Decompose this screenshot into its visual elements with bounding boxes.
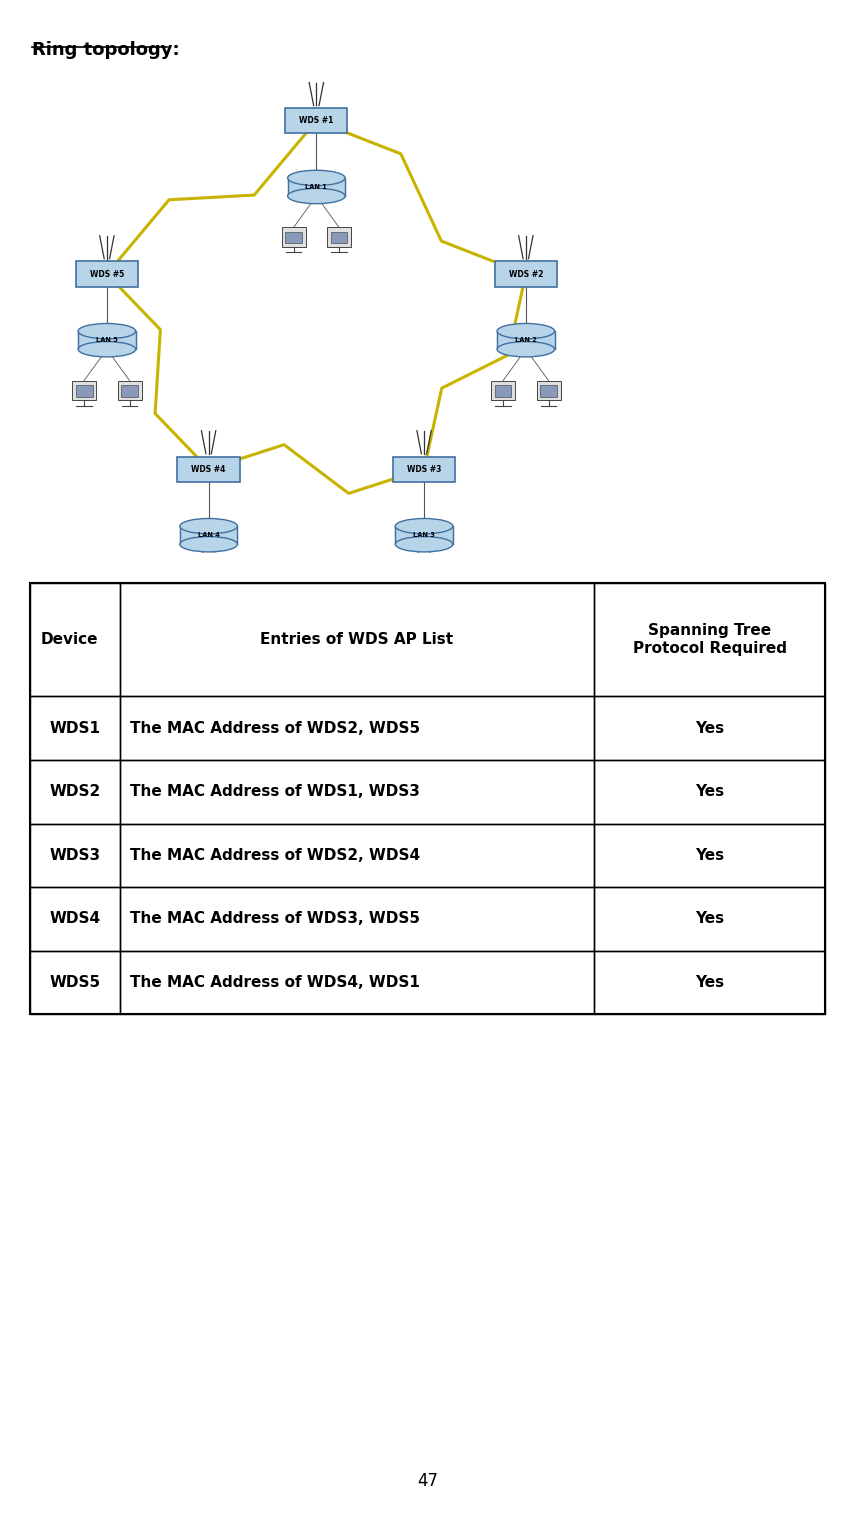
Text: WDS1: WDS1 xyxy=(50,721,100,736)
Text: Ring topology:: Ring topology: xyxy=(32,41,180,59)
Text: The MAC Address of WDS2, WDS5: The MAC Address of WDS2, WDS5 xyxy=(130,721,420,736)
Bar xyxy=(393,580,410,592)
Bar xyxy=(540,385,557,397)
Bar xyxy=(594,696,825,760)
Bar xyxy=(174,575,198,595)
Ellipse shape xyxy=(287,188,345,204)
Ellipse shape xyxy=(180,536,238,553)
Bar xyxy=(327,227,351,247)
Text: WDS2: WDS2 xyxy=(50,784,100,799)
Bar xyxy=(537,380,561,400)
Bar xyxy=(30,951,120,1014)
Bar xyxy=(120,583,594,696)
Bar xyxy=(439,580,455,592)
Text: The MAC Address of WDS4, WDS1: The MAC Address of WDS4, WDS1 xyxy=(130,975,420,990)
Bar xyxy=(120,760,594,824)
Text: WDS4: WDS4 xyxy=(50,911,100,927)
Text: WDS #2: WDS #2 xyxy=(509,269,543,279)
Text: The MAC Address of WDS2, WDS4: The MAC Address of WDS2, WDS4 xyxy=(130,848,420,863)
Bar xyxy=(393,457,455,481)
Text: Yes: Yes xyxy=(695,784,724,799)
Bar xyxy=(220,575,244,595)
Bar xyxy=(30,696,120,760)
Bar xyxy=(331,232,347,244)
Text: The MAC Address of WDS3, WDS5: The MAC Address of WDS3, WDS5 xyxy=(130,911,420,927)
Text: Device: Device xyxy=(40,633,97,646)
Bar xyxy=(594,887,825,951)
Bar xyxy=(120,951,594,1014)
Bar xyxy=(594,583,825,696)
Bar xyxy=(491,380,515,400)
Text: Yes: Yes xyxy=(695,848,724,863)
Text: WDS #1: WDS #1 xyxy=(299,117,333,126)
Text: WDS #5: WDS #5 xyxy=(90,269,124,279)
Text: LAN 3: LAN 3 xyxy=(413,533,435,537)
Text: Entries of WDS AP List: Entries of WDS AP List xyxy=(261,633,453,646)
Bar xyxy=(121,385,138,397)
Bar xyxy=(594,824,825,887)
Bar xyxy=(120,696,594,760)
Ellipse shape xyxy=(287,170,345,186)
Text: Yes: Yes xyxy=(695,721,724,736)
Bar xyxy=(76,262,138,286)
Bar xyxy=(178,580,194,592)
Bar xyxy=(223,580,239,592)
Ellipse shape xyxy=(497,324,555,339)
Bar xyxy=(76,385,92,397)
Text: The MAC Address of WDS1, WDS3: The MAC Address of WDS1, WDS3 xyxy=(130,784,420,799)
Text: Spanning Tree
Protocol Required: Spanning Tree Protocol Required xyxy=(633,622,787,657)
Bar xyxy=(72,380,96,400)
Bar xyxy=(495,262,557,286)
Text: LAN 1: LAN 1 xyxy=(305,185,327,189)
Bar xyxy=(281,227,305,247)
Text: WDS #4: WDS #4 xyxy=(192,465,226,474)
Ellipse shape xyxy=(497,342,555,357)
Bar xyxy=(118,380,142,400)
Text: LAN 5: LAN 5 xyxy=(96,338,118,344)
Text: Yes: Yes xyxy=(695,975,724,990)
Bar xyxy=(30,583,120,696)
Bar xyxy=(30,824,120,887)
Text: LAN 4: LAN 4 xyxy=(198,533,220,537)
Bar xyxy=(286,109,347,133)
Bar xyxy=(389,575,413,595)
Text: WDS3: WDS3 xyxy=(50,848,100,863)
Bar xyxy=(120,824,594,887)
Text: Yes: Yes xyxy=(695,911,724,927)
Bar xyxy=(30,887,120,951)
Bar xyxy=(286,232,302,244)
Bar xyxy=(30,760,120,824)
Bar xyxy=(594,760,825,824)
Ellipse shape xyxy=(395,518,453,534)
Ellipse shape xyxy=(180,518,238,534)
Ellipse shape xyxy=(78,324,136,339)
Bar xyxy=(594,951,825,1014)
Ellipse shape xyxy=(395,536,453,553)
Bar xyxy=(120,887,594,951)
Bar xyxy=(435,575,459,595)
Text: 47: 47 xyxy=(417,1472,438,1490)
Text: WDS5: WDS5 xyxy=(50,975,100,990)
Text: LAN 2: LAN 2 xyxy=(515,338,537,344)
Bar xyxy=(30,583,825,1014)
Bar xyxy=(178,457,239,481)
Bar xyxy=(495,385,511,397)
Text: WDS #3: WDS #3 xyxy=(407,465,441,474)
Ellipse shape xyxy=(78,342,136,357)
